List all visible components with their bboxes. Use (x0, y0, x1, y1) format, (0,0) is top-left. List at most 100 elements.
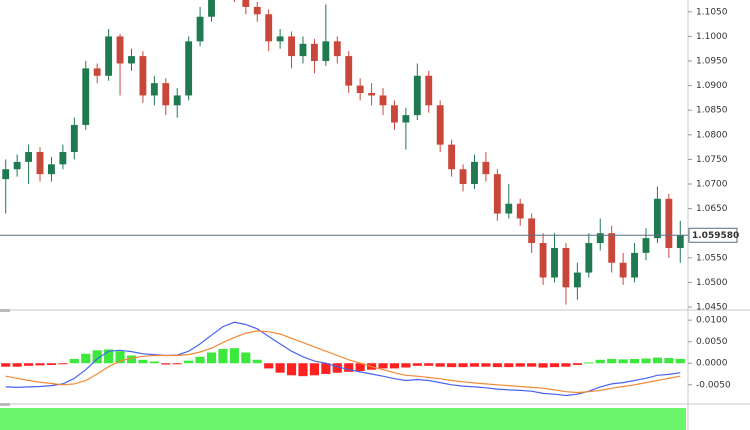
candle-body (425, 75, 433, 106)
y-tick-label: 0.0100 (696, 316, 728, 326)
candle-body (379, 95, 387, 106)
candle-body (13, 161, 21, 170)
histogram-bar (24, 363, 34, 366)
macd-line (5, 321, 681, 397)
candle-body (105, 36, 113, 76)
candle-body (128, 56, 135, 64)
histogram-bar (584, 362, 594, 364)
candle-body (173, 95, 181, 106)
y-tick-label: 1.0800 (696, 130, 728, 140)
candle-body (436, 105, 444, 145)
candle-body (276, 36, 284, 42)
candle-body (482, 161, 490, 175)
candle-body (608, 233, 616, 263)
histogram-bar (229, 348, 239, 364)
histogram-bar (115, 351, 125, 364)
candle-body (505, 203, 513, 214)
y-tick-label: 1.0950 (696, 57, 728, 67)
candle-body (459, 169, 467, 185)
candle-body (25, 152, 33, 162)
last-price-tag (688, 227, 738, 243)
candle-body (448, 144, 456, 170)
candle-body (265, 14, 273, 42)
y-tick-label: 1.0550 (696, 253, 728, 263)
candle-body (299, 43, 307, 57)
candle-body (631, 252, 638, 278)
histogram-bar (469, 363, 480, 367)
histogram-bar (595, 359, 605, 364)
histogram-bar (447, 363, 457, 368)
histogram-bar (81, 353, 91, 364)
indicator-panel (0, 408, 686, 430)
histogram-bar (241, 352, 251, 364)
histogram-bar (138, 359, 148, 364)
histogram-bar (618, 359, 628, 364)
candle-body (196, 16, 204, 42)
candle-body (48, 164, 55, 175)
histogram-bar (286, 363, 297, 376)
histogram-bar (389, 363, 400, 369)
candle-body (356, 85, 364, 93)
candle-body (676, 235, 684, 248)
candle-body (539, 243, 547, 278)
histogram-bar (344, 363, 354, 372)
histogram-bar (549, 363, 560, 368)
histogram-bar (481, 363, 491, 367)
histogram-bar (126, 355, 137, 364)
candle-body (116, 36, 124, 64)
histogram-bar (424, 363, 434, 366)
candle-body (322, 41, 330, 62)
histogram-bar (504, 363, 514, 368)
histogram-bar (298, 363, 308, 377)
candle-body (653, 198, 661, 239)
histogram-bar (652, 357, 662, 364)
histogram-bar (378, 363, 388, 369)
histogram-bar (355, 363, 365, 371)
histogram-bar (458, 363, 468, 368)
histogram-bar (58, 363, 68, 365)
histogram-bar (161, 363, 171, 365)
histogram-bar (195, 356, 205, 364)
candle-body (402, 115, 410, 123)
candle-body (596, 233, 604, 244)
candle-body (288, 36, 295, 57)
candle-body (642, 238, 650, 253)
histogram-bar (401, 363, 411, 368)
y-tick-label: -0.0050 (696, 380, 731, 390)
histogram-bar (527, 363, 537, 367)
candle-body (310, 43, 318, 62)
candle-body (585, 243, 593, 273)
candle-body (70, 124, 78, 153)
histogram-bar (1, 363, 11, 367)
histogram-bar (46, 363, 57, 365)
candle-body (150, 83, 158, 96)
candle-body (619, 262, 627, 278)
histogram-bar (492, 363, 502, 368)
y-tick-label: 1.0650 (696, 204, 728, 214)
candle-body (185, 41, 193, 96)
candle-body (253, 6, 261, 15)
candle-body (59, 152, 67, 165)
candle-body (471, 161, 478, 185)
histogram-bar (275, 363, 285, 373)
histogram-bar (641, 358, 651, 364)
y-tick-label: 1.0850 (696, 106, 728, 116)
histogram-bar (309, 363, 319, 376)
histogram-bar (184, 360, 194, 364)
histogram-bar (252, 359, 262, 364)
histogram-bar (435, 363, 445, 367)
candle-body (333, 41, 341, 57)
y-tick-label: 1.0750 (696, 155, 728, 165)
candle-body (345, 56, 353, 86)
histogram-bar (629, 358, 640, 364)
candle-body (242, 0, 250, 7)
candle-body (562, 247, 570, 288)
candle-body (573, 272, 581, 288)
candle-body (413, 75, 421, 116)
histogram-bar (264, 363, 274, 369)
panel-handle (0, 403, 10, 406)
histogram-bar (149, 361, 159, 364)
histogram-bar (69, 358, 79, 364)
